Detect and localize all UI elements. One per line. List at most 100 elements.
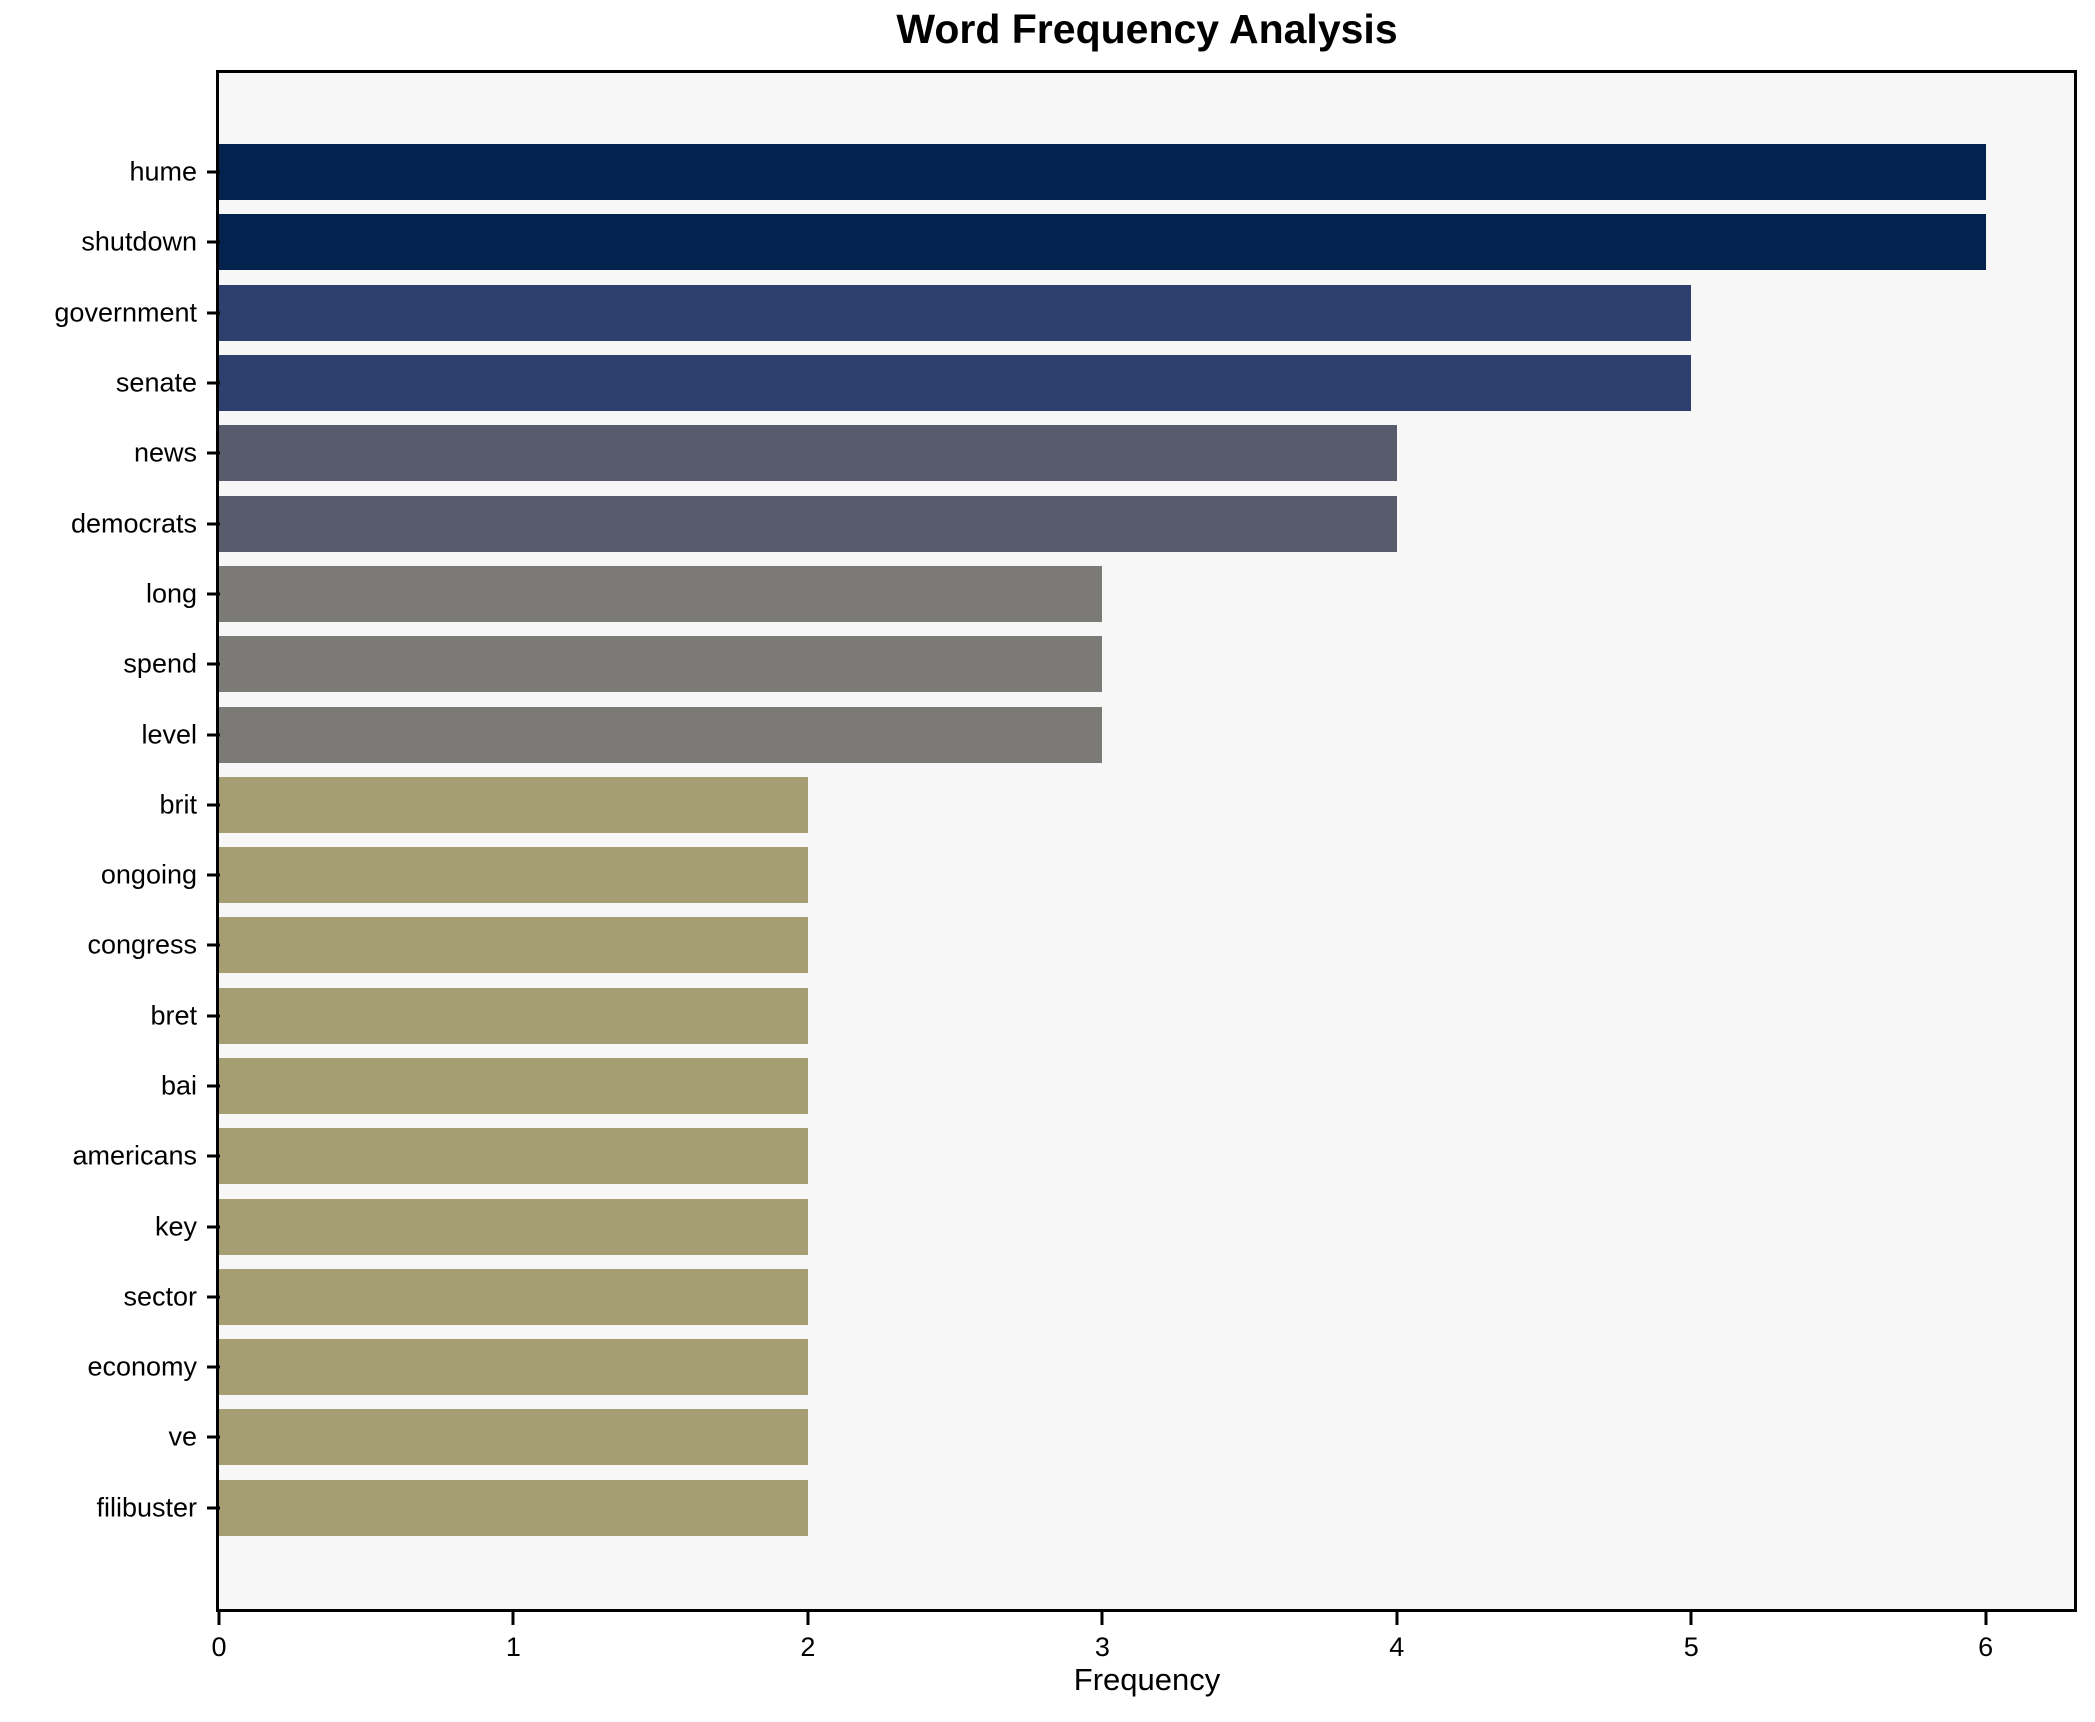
x-tick: 1 xyxy=(506,1612,521,1663)
y-tick-mark xyxy=(207,662,220,666)
y-tick-mark xyxy=(207,943,220,947)
y-tick-label: government xyxy=(54,297,197,328)
y-tick-mark xyxy=(207,1014,220,1018)
x-tick-label: 1 xyxy=(505,1632,521,1662)
y-tick-mark xyxy=(207,1225,220,1229)
bar-ongoing xyxy=(219,847,808,904)
y-tick-label: shutdown xyxy=(81,226,197,257)
y-tick-mark xyxy=(207,240,220,244)
bar-row: news xyxy=(134,418,2074,488)
bar-row: filibuster xyxy=(96,1473,2074,1543)
bar-government xyxy=(219,284,1692,341)
x-tick: 5 xyxy=(1684,1612,1699,1663)
y-tick-label: key xyxy=(154,1211,197,1242)
bar-brit xyxy=(219,776,808,833)
bar-shutdown xyxy=(219,214,1986,271)
bar-row: brit xyxy=(159,770,2074,840)
bar-row: bai xyxy=(161,1051,2074,1121)
x-tick-label: 2 xyxy=(800,1632,816,1662)
bar-long xyxy=(219,565,1103,622)
y-tick-mark xyxy=(207,451,220,455)
y-tick-label: bai xyxy=(160,1070,197,1101)
y-tick-label: democrats xyxy=(70,508,197,539)
bar-democrats xyxy=(219,495,1397,552)
x-tick: 2 xyxy=(800,1612,815,1663)
bar-congress xyxy=(219,917,808,974)
y-tick-label: congress xyxy=(87,929,197,960)
y-tick-mark xyxy=(207,733,220,737)
x-tick-label: 3 xyxy=(1094,1632,1110,1662)
x-tick-label: 4 xyxy=(1389,1632,1405,1662)
bar-americans xyxy=(219,1128,808,1185)
y-tick-mark xyxy=(207,1154,220,1158)
bar-level xyxy=(219,706,1103,763)
y-tick-label: brit xyxy=(159,789,197,820)
bar-hume xyxy=(219,144,1986,201)
bar-bai xyxy=(219,1058,808,1114)
y-tick-mark xyxy=(207,311,220,315)
x-tick-label: 5 xyxy=(1683,1632,1699,1662)
x-tick-mark xyxy=(511,1612,515,1625)
bar-news xyxy=(219,425,1397,482)
bar-row: shutdown xyxy=(81,207,2074,277)
y-tick-label: ongoing xyxy=(100,859,197,890)
bar-filibuster xyxy=(219,1479,808,1536)
bar-row: senate xyxy=(116,348,2074,418)
bar-row: sector xyxy=(123,1262,2074,1332)
bar-ve xyxy=(219,1409,808,1466)
y-tick-mark xyxy=(207,1084,220,1088)
x-tick: 4 xyxy=(1389,1612,1404,1663)
x-tick-label: 0 xyxy=(211,1632,227,1662)
bar-row: bret xyxy=(150,981,2074,1051)
bar-senate xyxy=(219,355,1692,412)
x-tick-mark xyxy=(217,1612,221,1625)
y-tick-mark xyxy=(207,1365,220,1369)
y-tick-label: senate xyxy=(115,367,197,398)
y-tick-mark xyxy=(207,170,220,174)
y-tick-mark xyxy=(207,381,220,385)
bar-row: long xyxy=(146,559,2074,629)
y-tick-label: sector xyxy=(123,1281,197,1312)
y-tick-label: bret xyxy=(150,1000,197,1031)
bar-row: democrats xyxy=(71,488,2074,558)
y-tick-label: level xyxy=(141,719,197,750)
y-tick-label: filibuster xyxy=(96,1492,197,1523)
plot-area: hume shutdown government senate news democrat… xyxy=(54,70,2077,1662)
y-tick-mark xyxy=(207,873,220,877)
y-tick-label: spend xyxy=(123,648,197,679)
x-tick: 0 xyxy=(211,1612,227,1663)
y-tick-mark xyxy=(207,1506,220,1510)
y-tick-mark xyxy=(207,522,220,526)
x-tick: 6 xyxy=(1978,1612,1993,1663)
bar-row: ongoing xyxy=(101,840,2074,910)
bar-row: hume xyxy=(129,137,2074,207)
y-tick-label: news xyxy=(133,437,197,468)
bar-key xyxy=(219,1198,808,1255)
bar-row: congress xyxy=(87,910,2074,980)
x-tick-mark xyxy=(1689,1612,1693,1625)
x-tick-mark xyxy=(1984,1612,1988,1625)
y-tick-mark xyxy=(207,803,220,807)
bar-row: americans xyxy=(72,1121,2074,1191)
y-tick-label: americans xyxy=(72,1140,197,1171)
bar-bret xyxy=(219,987,808,1044)
bar-spend xyxy=(219,636,1103,693)
bar-row: government xyxy=(54,278,2074,348)
x-tick-mark xyxy=(806,1612,810,1625)
y-tick-label: long xyxy=(145,578,197,609)
chart-title: Word Frequency Analysis xyxy=(896,6,1398,52)
bar-row: economy xyxy=(87,1332,2074,1402)
y-tick-label: ve xyxy=(168,1421,197,1452)
x-tick-mark xyxy=(1395,1612,1399,1625)
bar-row: spend xyxy=(123,629,2074,699)
x-tick-label: 6 xyxy=(1978,1632,1994,1662)
x-tick-mark xyxy=(1100,1612,1104,1625)
bar-sector xyxy=(219,1268,808,1325)
y-tick-label: economy xyxy=(87,1351,197,1382)
bar-row: level xyxy=(141,699,2074,769)
x-axis-label: Frequency xyxy=(1073,1662,1221,1697)
y-tick-mark xyxy=(207,1435,220,1439)
x-tick: 3 xyxy=(1095,1612,1110,1663)
y-tick-label: hume xyxy=(129,156,197,187)
y-tick-mark xyxy=(207,1295,220,1299)
